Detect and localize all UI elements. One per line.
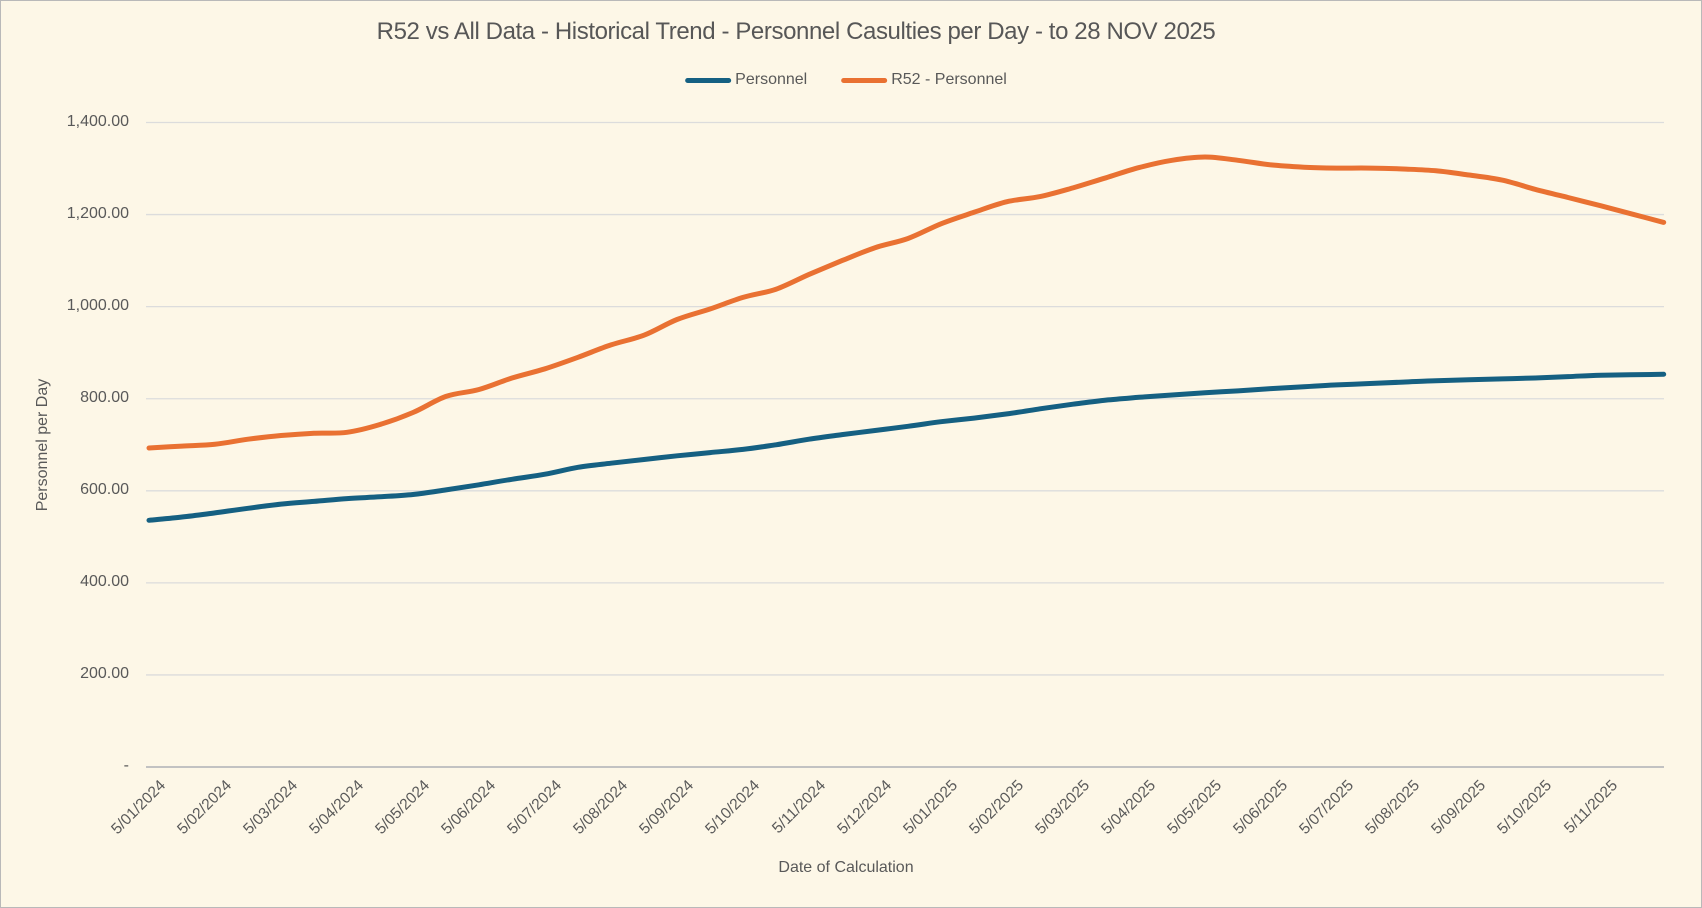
legend-item-personnel: Personnel xyxy=(685,71,807,89)
legend-swatch-personnel xyxy=(685,77,732,83)
series-line-r52-personnel xyxy=(146,154,1667,451)
legend-label-personnel: Personnel xyxy=(735,71,808,88)
y-tick-label: 1,000.00 xyxy=(66,296,129,314)
x-axis-title: Date of Calculation xyxy=(778,859,914,876)
series-line-personnel xyxy=(146,371,1667,523)
y-tick-label: 200.00 xyxy=(80,664,129,682)
y-tick-label: 1,200.00 xyxy=(66,204,129,222)
legend-swatch-r52-personnel xyxy=(841,77,888,83)
legend: Personnel R52 - Personnel xyxy=(685,71,1007,89)
y-tick-label: 600.00 xyxy=(80,480,129,498)
y-tick-label: 800.00 xyxy=(80,388,129,406)
y-tick-label: - xyxy=(123,757,129,774)
y-tick-label: 400.00 xyxy=(80,572,129,590)
legend-item-r52-personnel: R52 - Personnel xyxy=(841,71,1007,89)
legend-label-r52-personnel: R52 - Personnel xyxy=(891,71,1007,88)
chart-title: R52 vs All Data - Historical Trend - Per… xyxy=(376,18,1216,45)
y-tick-label: 1,400.00 xyxy=(66,112,129,130)
